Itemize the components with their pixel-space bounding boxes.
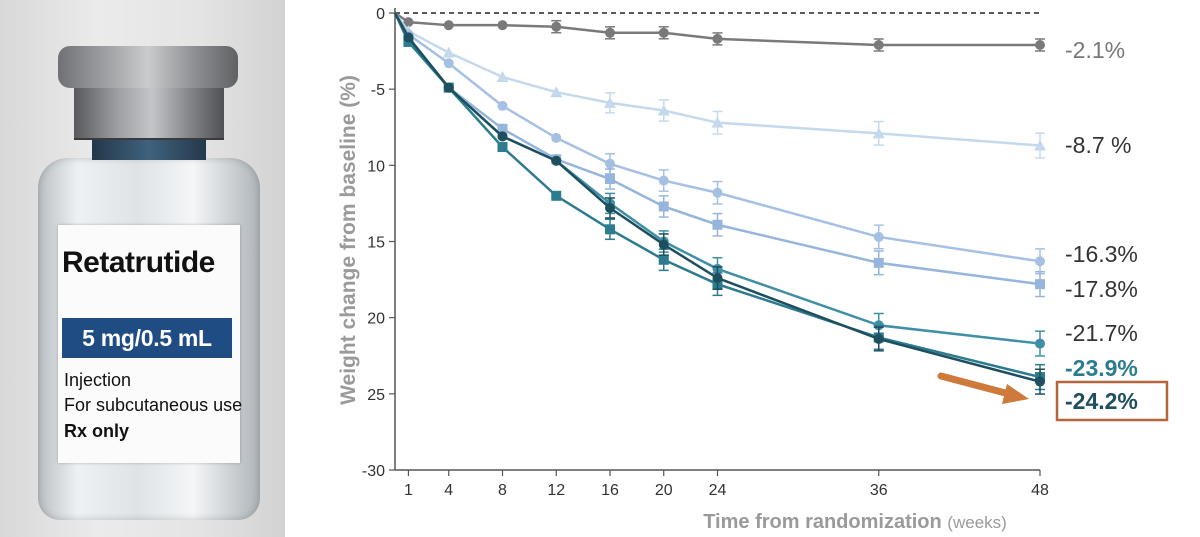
y-tick-label: 20 xyxy=(367,311,385,328)
data-point-tealDark xyxy=(658,254,669,265)
data-point-mid xyxy=(873,257,884,268)
data-point-light xyxy=(658,175,669,186)
data-point-mid xyxy=(712,219,723,230)
end-label-teal: -21.7% xyxy=(1065,320,1138,346)
x-tick-label: 48 xyxy=(1031,482,1049,499)
x-tick-label: 12 xyxy=(547,482,565,499)
data-point-dark xyxy=(873,333,884,344)
data-point-gray xyxy=(658,27,669,38)
data-point-light xyxy=(551,132,562,143)
data-point-mid xyxy=(658,201,669,212)
series-line-mid xyxy=(393,12,1041,286)
data-point-gray xyxy=(403,17,414,28)
vial-drug-name: Retatrutide xyxy=(62,246,215,279)
data-point-dark xyxy=(605,202,615,213)
x-tick-label: 24 xyxy=(709,482,727,499)
data-point-dark xyxy=(403,32,414,43)
data-point-tealDark xyxy=(551,190,562,201)
data-point-lightest xyxy=(442,46,455,58)
x-tick-label: 1 xyxy=(404,482,413,499)
vial-neck xyxy=(92,136,206,160)
end-label-tealDark: -23.9% xyxy=(1065,355,1138,381)
x-tick-label: 20 xyxy=(655,482,673,499)
data-point-lightest xyxy=(711,116,724,128)
y-tick-label: -30 xyxy=(362,463,385,480)
vial-dose: 5 mg/0.5 mL xyxy=(62,318,232,358)
highlight-box xyxy=(1055,380,1169,422)
data-point-gray xyxy=(712,33,723,44)
vial-text-injection: Injection xyxy=(64,370,132,390)
series-line-gray xyxy=(394,11,1040,47)
data-point-lightest xyxy=(1034,139,1046,151)
vial-photo: Retatrutide 5 mg/0.5 mL Injection For su… xyxy=(0,0,285,537)
y-axis-label: Weight change from baseline (%) xyxy=(337,75,360,405)
data-point-tealDark xyxy=(605,224,615,235)
data-point-dark xyxy=(497,131,508,142)
end-label-dark: -24.2% xyxy=(1065,388,1138,414)
data-point-dark xyxy=(712,273,723,284)
series-line-lightest xyxy=(393,12,1041,147)
data-point-teal xyxy=(1035,338,1045,349)
highlight-arrow xyxy=(937,372,1029,404)
data-point-dark xyxy=(1035,376,1045,387)
data-point-light xyxy=(443,58,454,69)
vial-cap xyxy=(58,46,238,88)
vial-cap-band xyxy=(74,84,224,140)
data-point-light xyxy=(1035,256,1045,267)
data-point-gray xyxy=(551,21,562,32)
y-tick-label: 0 xyxy=(376,6,385,23)
data-point-lightest xyxy=(604,96,616,108)
vial-text-route: For subcutaneous use xyxy=(64,395,243,415)
data-point-light xyxy=(497,100,508,111)
x-tick-label: 8 xyxy=(498,482,507,499)
data-point-light xyxy=(873,231,884,242)
x-tick-label: 36 xyxy=(870,482,888,499)
y-tick-label: -5 xyxy=(371,82,385,99)
data-point-lightest xyxy=(657,104,670,116)
series-line-dark xyxy=(393,12,1041,383)
y-tick-label: 25 xyxy=(367,387,385,404)
data-point-lightest xyxy=(496,70,509,82)
data-point-lightest xyxy=(550,86,563,98)
data-point-tealDark xyxy=(497,142,508,153)
x-tick-label: 16 xyxy=(601,482,619,499)
y-tick-label: 15 xyxy=(367,235,385,252)
data-point-dark xyxy=(551,155,562,166)
data-point-gray xyxy=(873,39,884,50)
series-line-light xyxy=(393,12,1041,263)
data-point-lightest xyxy=(872,127,885,139)
data-point-mid xyxy=(497,123,508,134)
data-point-gray xyxy=(605,27,615,38)
end-label-lightest: -8.7 % xyxy=(1065,132,1131,158)
x-tick-label: 4 xyxy=(444,482,453,499)
data-point-mid xyxy=(1035,279,1045,290)
vial-text-rx: Rx only xyxy=(64,421,130,441)
data-point-gray xyxy=(443,20,454,31)
data-point-dark xyxy=(658,239,669,250)
data-point-dark xyxy=(443,82,454,93)
x-axis-label: Time from randomization (weeks) xyxy=(703,511,1007,533)
end-label-light: -16.3% xyxy=(1065,241,1138,267)
end-label-mid: -17.8% xyxy=(1065,276,1138,302)
data-point-light xyxy=(712,187,723,198)
data-point-gray xyxy=(1035,39,1045,50)
end-label-gray: -2.1% xyxy=(1065,37,1125,63)
data-point-gray xyxy=(497,20,508,31)
series-line-tealDark xyxy=(393,12,1041,379)
data-point-light xyxy=(605,158,615,169)
data-point-mid xyxy=(605,174,615,185)
y-tick-label: 10 xyxy=(367,158,385,175)
